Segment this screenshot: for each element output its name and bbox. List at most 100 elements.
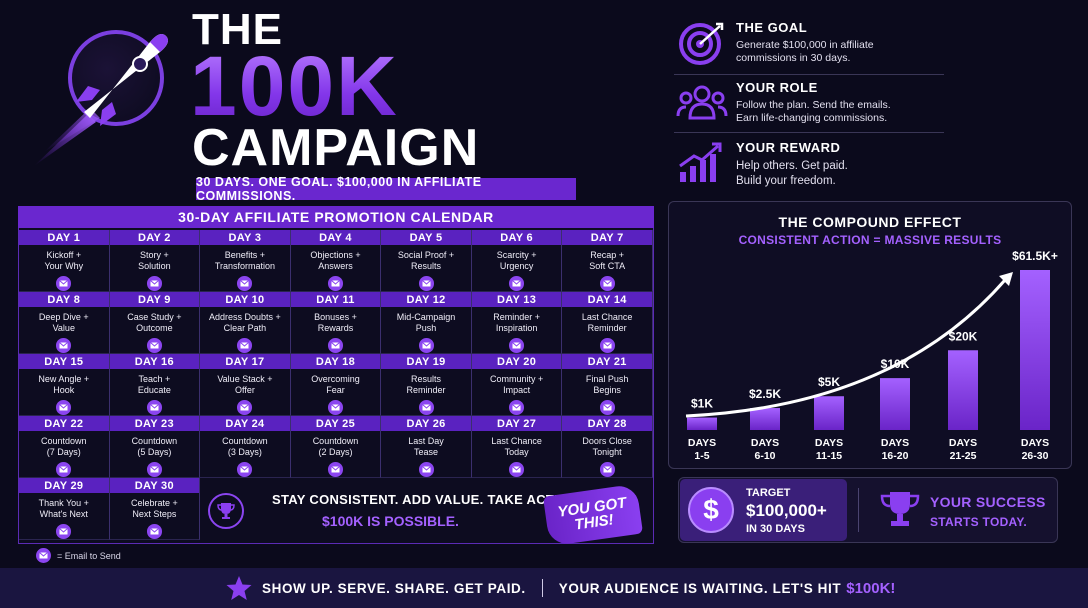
email-icon — [146, 400, 162, 415]
day-topic-line: Countdown — [222, 436, 268, 447]
info-desc-line: Generate $100,000 in affiliate — [736, 39, 874, 51]
day-topic-line: Mid-Campaign — [396, 312, 456, 323]
day-label: DAY 1 — [19, 230, 109, 246]
day-topic-line: Recap + — [590, 250, 625, 261]
day-topic: Case Study + Outcome — [124, 312, 184, 334]
legend: = Email to Send — [36, 548, 121, 563]
day-topic: Overcoming Fear — [308, 374, 363, 396]
calendar-day-cell: DAY 10 Address Doubts + Clear Path — [200, 292, 291, 354]
day-topic: Mid-Campaign Push — [394, 312, 459, 334]
calendar-day-cell: DAY 23 Countdown (5 Days) — [109, 416, 201, 478]
day-topic: Bonuses + Rewards — [311, 312, 360, 334]
day-topic-line: Scarcity + — [496, 250, 537, 261]
footer-text2: YOUR AUDIENCE IS WAITING. LET'S HIT — [558, 580, 842, 596]
email-icon — [237, 462, 253, 477]
info-title: YOUR REWARD — [736, 140, 841, 155]
day-topic-line: Case Study + — [127, 312, 182, 323]
day-topic-line: Last Day — [408, 436, 444, 447]
day-topic: Benefits + Transformation — [212, 250, 278, 272]
email-icon — [327, 400, 343, 415]
day-topic-line: Reminder — [406, 385, 446, 396]
info-desc-line: Earn life-changing commissions. — [736, 112, 888, 124]
day-topic: Story + Solution — [135, 250, 174, 272]
calendar-day-cell: DAY 21 Final Push Begins — [562, 354, 653, 416]
title-100k: 100K — [190, 39, 399, 133]
day-topic: Kickoff + Your Why — [41, 250, 86, 272]
calendar-day-cell: DAY 25 Countdown (2 Days) — [290, 416, 382, 478]
footer-bar: SHOW UP. SERVE. SHARE. GET PAID. YOUR AU… — [0, 568, 1088, 608]
day-topic-line: Your Why — [44, 261, 84, 272]
day-topic-line: Educate — [137, 385, 171, 396]
day-topic: Celebrate + Next Steps — [128, 498, 181, 520]
email-icon — [327, 276, 343, 291]
calendar-day-cell: DAY 20 Community + Impact — [471, 354, 563, 416]
calendar-day-cell: DAY 28 Doors Close Tonight — [562, 416, 653, 478]
day-topic: New Angle + Hook — [35, 374, 92, 396]
info-desc-line: Follow the plan. Send the emails. — [736, 99, 891, 111]
chart-category-label: 1-5 — [694, 450, 709, 462]
day-topic-line: Next Steps — [132, 509, 177, 520]
day-topic-line: Teach + — [138, 374, 171, 385]
day-topic: Countdown (3 Days) — [219, 436, 271, 458]
chart-category-label: DAYS — [815, 437, 843, 449]
cta-line2: $100K IS POSSIBLE. — [322, 513, 459, 529]
chart-category-label: 26-30 — [1022, 450, 1049, 462]
day-label: DAY 10 — [200, 292, 290, 308]
day-topic-line: Celebrate + — [130, 498, 178, 509]
day-label: DAY 22 — [19, 416, 109, 432]
calendar-day-cell: DAY 2 Story + Solution — [109, 230, 201, 292]
day-topic-line: Begins — [593, 385, 621, 396]
chart-bar — [814, 396, 844, 430]
day-label: DAY 8 — [19, 292, 109, 308]
day-topic: Scarcity + Urgency — [494, 250, 540, 272]
calendar-day-cell: DAY 27 Last Chance Today — [471, 416, 563, 478]
email-icon — [418, 276, 434, 291]
footer-text1: SHOW UP. SERVE. SHARE. GET PAID. — [262, 580, 526, 596]
day-topic: Results Reminder — [404, 374, 449, 396]
target-label: TARGET — [746, 487, 791, 499]
calendar-day-cell: DAY 1 Kickoff + Your Why — [19, 230, 110, 292]
chart-bar — [1020, 270, 1050, 430]
email-icon — [146, 524, 162, 539]
growth-arrow — [685, 279, 1007, 418]
day-topic-line: Objections + — [310, 250, 361, 261]
email-icon — [56, 276, 72, 291]
day-label: DAY 26 — [381, 416, 471, 432]
day-label: DAY 17 — [200, 354, 290, 370]
divider — [541, 579, 543, 597]
day-topic-line: Clear Path — [223, 323, 267, 334]
day-topic: Last Chance Today — [488, 436, 545, 458]
day-label: DAY 29 — [19, 478, 109, 494]
email-icon — [509, 338, 525, 353]
day-topic: Countdown (7 Days) — [38, 436, 90, 458]
day-topic-line: Last Chance — [581, 312, 633, 323]
info-role: YOUR ROLE Follow the plan. Send the emai… — [676, 80, 946, 126]
success-line1: YOUR SUCCESS — [930, 494, 1046, 510]
chart-bar — [880, 378, 910, 430]
day-label: DAY 30 — [109, 478, 200, 494]
day-topic-line: New Angle + — [38, 374, 90, 385]
chart-bar — [687, 417, 717, 430]
day-topic-line: Answers — [318, 261, 353, 272]
day-topic: Countdown (5 Days) — [129, 436, 181, 458]
footer-accent: $100K! — [846, 579, 896, 597]
day-label: DAY 23 — [109, 416, 200, 432]
day-topic-line: (7 Days) — [46, 447, 81, 458]
day-topic-line: Urgency — [499, 261, 534, 272]
day-topic-line: Push — [415, 323, 437, 334]
email-icon — [56, 524, 72, 539]
day-topic-line: Soft CTA — [589, 261, 626, 272]
email-icon — [509, 276, 525, 291]
chart-category-label: DAYS — [751, 437, 779, 449]
info-goal: THE GOAL Generate $100,000 in affiliate … — [676, 20, 946, 66]
title-campaign: CAMPAIGN — [192, 119, 480, 177]
day-label: DAY 21 — [562, 354, 652, 370]
day-label: DAY 11 — [290, 292, 381, 308]
day-topic-line: Bonuses + — [314, 312, 357, 323]
chart-category-label: 16-20 — [882, 450, 909, 462]
chart-category-label: DAYS — [688, 437, 716, 449]
email-icon — [509, 400, 525, 415]
success-line2: STARTS TODAY. — [930, 515, 1028, 529]
chart-bar — [750, 408, 780, 430]
day-topic-line: Value — [52, 323, 75, 334]
